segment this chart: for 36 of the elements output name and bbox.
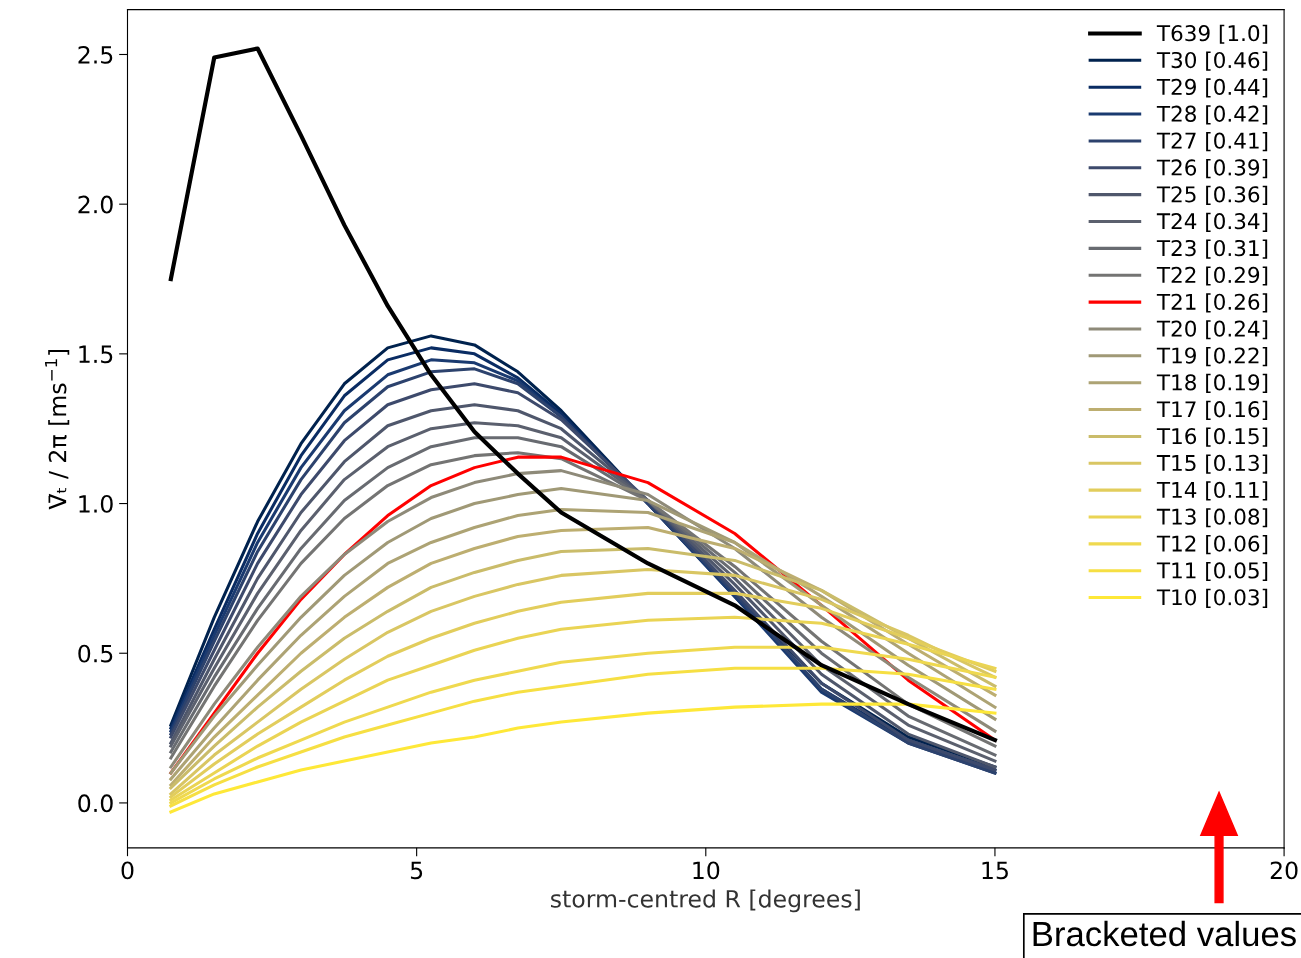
x-tick-label: 5 <box>410 861 423 880</box>
x-tick-label: 15 <box>982 861 1008 880</box>
y-tick-label: 0.5 <box>78 644 113 663</box>
y-tick-label: 0.0 <box>78 794 113 813</box>
x-tick-label: 10 <box>693 861 720 880</box>
legend-label: T14 [0.11] <box>1156 481 1268 501</box>
legend-label: T15 [0.13] <box>1156 454 1268 474</box>
y-tick-label: 2.0 <box>78 195 113 214</box>
legend-label: T30 [0.46] <box>1156 51 1268 71</box>
legend-label: T25 [0.36] <box>1156 185 1268 206</box>
legend-label: T18 [0.19] <box>1156 373 1268 394</box>
x-tick-label: 0 <box>121 861 134 880</box>
legend-label: T22 [0.29] <box>1156 266 1268 286</box>
y-tick-label: 1.0 <box>79 495 113 513</box>
legend-label: T27 [0.41] <box>1156 132 1268 152</box>
legend-label: T17 [0.16] <box>1156 400 1268 420</box>
legend-label: T12 [0.06] <box>1156 535 1268 555</box>
legend-label: T13 [0.08] <box>1156 508 1268 528</box>
legend-label: T24 [0.34] <box>1156 212 1268 232</box>
legend-label: T20 [0.24] <box>1156 320 1268 340</box>
legend-label: T21 [0.26] <box>1156 293 1268 313</box>
legend-label: T29 [0.44] <box>1156 78 1268 98</box>
x-axis-title: storm-centred R [degrees] <box>551 889 860 913</box>
y-axis-title: V̄ₜ / 2π [ms$^{−1}$] <box>45 349 70 510</box>
legend-label: T639 [1.0] <box>1156 24 1268 44</box>
x-tick-label: 20 <box>1270 861 1298 880</box>
text: Bracketed values <box>1033 920 1296 947</box>
legend-label: T11 [0.05] <box>1156 561 1268 582</box>
legend-label: T28 [0.42] <box>1156 105 1268 125</box>
legend-label: T10 [0.03] <box>1156 588 1268 608</box>
legend-label: T23 [0.31] <box>1156 239 1268 259</box>
legend-label: T26 [0.39] <box>1156 158 1268 179</box>
y-tick-label: 1.5 <box>79 345 113 364</box>
legend-label: T19 [0.22] <box>1156 347 1268 367</box>
y-tick-label: 2.5 <box>78 45 113 64</box>
legend-label: T16 [0.15] <box>1156 427 1268 447</box>
